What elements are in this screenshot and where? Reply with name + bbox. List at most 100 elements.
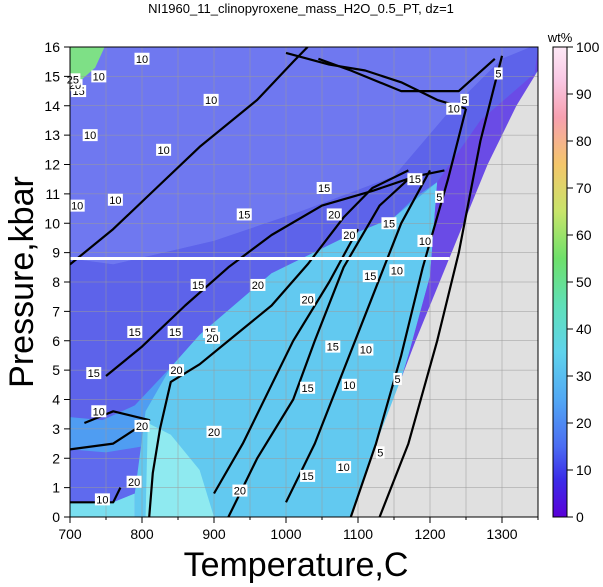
y-tick-label: 2 — [52, 450, 60, 466]
contour-label-bg — [376, 446, 385, 459]
contour-lines — [70, 47, 504, 517]
contour-label-bg — [69, 199, 85, 212]
y-tick-label: 7 — [52, 303, 60, 319]
y-tick-label: 8 — [52, 274, 60, 290]
colorbar-tick-label: 100 — [576, 39, 600, 55]
contour-label: 15 — [407, 173, 423, 186]
contour-label: 20 — [126, 475, 142, 489]
y-tick-label: 12 — [44, 157, 60, 173]
y-tick-label: 14 — [44, 98, 60, 114]
contour-label: 15 — [190, 278, 206, 292]
colorbar-tick-label: 50 — [576, 274, 592, 290]
contour-label-text: 15 — [88, 368, 100, 380]
contour-label-text: 10 — [136, 54, 148, 66]
colorbar-tick-label: 40 — [576, 321, 592, 337]
y-tick-label: 9 — [52, 245, 60, 261]
contour-label-text: 20 — [328, 209, 340, 221]
contour-label-bg — [232, 484, 248, 497]
contour-label-bg — [341, 378, 357, 391]
contour-label: 20 — [250, 278, 266, 292]
contour-label-text: 20 — [301, 295, 313, 307]
contour-label-text: 10 — [343, 380, 355, 392]
contour-label-text: 15 — [364, 271, 376, 283]
contour-10-2 — [349, 108, 468, 517]
contour-label-bg — [236, 208, 252, 221]
contour-label: 10 — [341, 378, 357, 392]
contour-20-10 — [148, 169, 409, 517]
contour-label-text: 10 — [93, 406, 105, 418]
y-tick-label: 11 — [45, 186, 60, 202]
x-tick-label: 1300 — [486, 526, 517, 542]
contour-label-text: 10 — [360, 345, 372, 357]
contour-label-bg — [341, 229, 357, 241]
contour-label-text: 10 — [71, 201, 83, 213]
contour-label-bg — [205, 331, 221, 344]
contour-label-bg — [417, 234, 433, 247]
contour-label-text: 20 — [234, 486, 246, 498]
contour-label-text: 5 — [495, 68, 501, 80]
contour-label: 10 — [417, 234, 433, 248]
y-tick-label: 1 — [52, 480, 60, 496]
contour-label-bg — [91, 70, 107, 83]
x-tick-label: 800 — [130, 526, 154, 542]
contour-label-text: 20 — [170, 365, 182, 377]
contour-label-text: 15 — [129, 327, 141, 339]
contour-label: 5 — [460, 93, 469, 107]
contour-label: 10 — [91, 405, 107, 418]
x-axis: 700 800 900 1000 1100 1200 1300 — [58, 517, 539, 542]
region-5 — [145, 423, 214, 517]
contour-label: 15 — [300, 381, 316, 395]
contour-label: 15 — [381, 217, 397, 230]
colorbar-tick-label: 90 — [576, 86, 592, 102]
region-0 — [70, 47, 531, 265]
contour-label-bg — [300, 469, 316, 482]
y-tick-label: 3 — [52, 421, 60, 437]
contour-label: 15 — [236, 208, 252, 221]
contour-label: 5 — [393, 372, 402, 386]
contour-label-bg — [91, 405, 107, 418]
x-tick-label: 700 — [58, 526, 82, 542]
y-tick-label: 0 — [52, 509, 60, 525]
x-axis-title: Temperature,C — [184, 546, 409, 584]
contour-label-bg — [435, 190, 444, 203]
contour-label-bg — [300, 293, 316, 306]
contour-label-text: 20 — [136, 421, 148, 433]
contour-15-9 — [285, 169, 431, 503]
contour-label-bg — [127, 325, 143, 338]
contour-label-text: 20 — [252, 280, 264, 292]
contour-label: 10 — [134, 52, 150, 66]
colorbar-tick-label: 0 — [576, 509, 584, 525]
contour-label-text: 10 — [93, 71, 105, 83]
colorbar-tick-label: 20 — [576, 415, 592, 431]
y-tick-label: 4 — [52, 392, 60, 408]
contour-label: 20 — [326, 208, 342, 221]
contour-10-3 — [70, 47, 309, 266]
contour-label-bg — [358, 343, 374, 356]
contour-label-bg — [446, 102, 462, 115]
contour-label: 20 — [206, 425, 222, 439]
contour-label-bg — [300, 381, 316, 394]
contour-label-bg — [393, 372, 402, 385]
contour-label-bg — [460, 93, 469, 106]
contour-label-bg — [94, 493, 110, 506]
contour-15-7 — [105, 169, 445, 377]
contour-label: 15 — [167, 325, 183, 339]
x-tick-label: 1000 — [270, 526, 301, 542]
contour-label: 5 — [376, 446, 385, 459]
y-tick-label: 6 — [52, 333, 60, 349]
contour-label: 20 — [169, 364, 185, 377]
contour-label-bg — [169, 364, 185, 377]
contour-label-text: 10 — [96, 494, 108, 506]
contour-label-text: 5 — [436, 192, 442, 204]
contour-label: 10 — [446, 102, 462, 116]
contour-label-text: 15 — [383, 218, 395, 230]
y-axis-title: Pressure,kbar — [3, 176, 41, 388]
contour-15-8 — [227, 178, 410, 517]
contour-label-bg — [316, 182, 332, 194]
contour-label: 20 — [341, 229, 357, 242]
contour-label-text: 20 — [206, 333, 218, 345]
contour-label-bg — [167, 325, 183, 338]
colorbar-tick-label: 60 — [576, 227, 592, 243]
chart-title: NI1960_11_clinopyroxene_mass_H2O_0.5_PT,… — [148, 1, 454, 16]
